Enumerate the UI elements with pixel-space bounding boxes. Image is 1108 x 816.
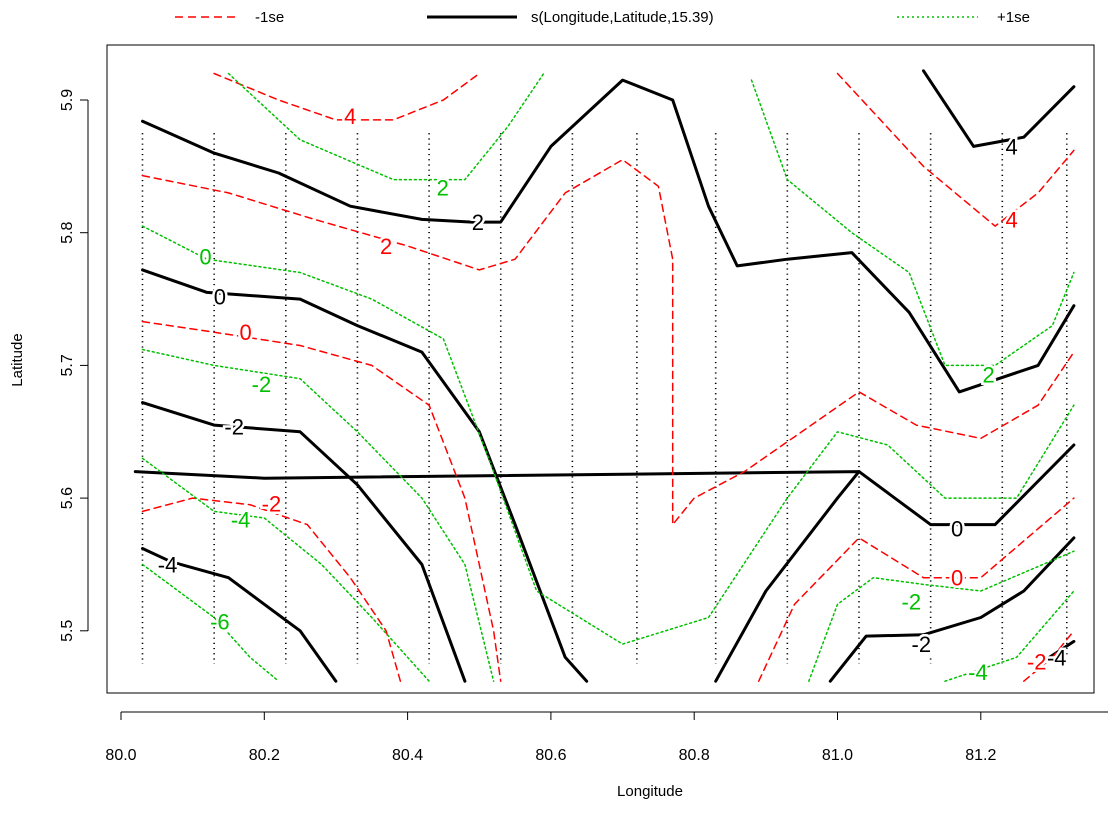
- y-tick-label: 5.8: [59, 221, 76, 243]
- y-tick-label: 5.5: [59, 620, 76, 642]
- contour-level-label: 0: [199, 245, 211, 270]
- contour-level-label: -2: [912, 632, 932, 657]
- y-tick-label: 5.6: [59, 487, 76, 509]
- x-tick-label: 81.0: [822, 747, 853, 764]
- y-tick-label: 5.9: [59, 89, 76, 111]
- contour-level-label: 2: [472, 210, 484, 235]
- contour-line: [133, 443, 1076, 527]
- contour-line: [714, 470, 861, 683]
- contour-line: [213, 72, 481, 121]
- legend: -1se s(Longitude,Latitude,15.39) +1se: [175, 9, 1030, 26]
- contour-level-label: 4: [1005, 134, 1017, 159]
- contour-level-label: -4: [1047, 645, 1067, 670]
- legend-label-plus-se: +1se: [997, 9, 1030, 26]
- contour-line: [141, 401, 467, 683]
- y-axis-title: Latitude: [9, 333, 26, 386]
- x-tick-label: 81.2: [965, 747, 996, 764]
- contour-line: [141, 563, 280, 682]
- x-axis-title: Longitude: [617, 783, 683, 800]
- contour-line: [141, 78, 1076, 394]
- contour-level-label: -4: [968, 660, 988, 685]
- contour-level-label: -2: [912, 632, 932, 657]
- contour-line: [141, 348, 495, 682]
- x-tick-label: 80.4: [392, 747, 423, 764]
- contour-line: [750, 79, 1075, 367]
- contour-level-label: -2: [252, 372, 272, 397]
- observation-points: [141, 133, 1068, 664]
- contour-level-label: 2: [437, 176, 449, 201]
- contour-line: [808, 550, 1075, 682]
- contour-level-label: -6: [210, 610, 230, 635]
- contour-level-label: 4: [344, 104, 356, 129]
- x-tick-label: 80.0: [105, 747, 136, 764]
- contour-level-label: 2: [380, 234, 392, 259]
- contour-level-label: 0: [214, 284, 226, 309]
- contour-line: [141, 457, 430, 682]
- x-tick-label: 80.8: [679, 747, 710, 764]
- contour-line: [141, 268, 589, 683]
- x-tick-label: 80.6: [535, 747, 566, 764]
- legend-label-fit: s(Longitude,Latitude,15.39): [531, 9, 714, 26]
- contour-line: [757, 497, 1075, 682]
- contour-line: [944, 590, 1075, 682]
- contour-level-label: 0: [951, 566, 963, 591]
- y-axis: 5.5 5.6 5.7 5.8 5.9: [59, 89, 89, 642]
- contour-line: [141, 547, 338, 683]
- contour-level-label: -2: [902, 590, 922, 615]
- contour-line: [227, 72, 545, 181]
- contour-line: [836, 72, 1075, 227]
- contour-line: [141, 497, 402, 682]
- contour-line: [828, 536, 1076, 683]
- contour-level-label: 4: [1005, 207, 1017, 232]
- contour-level-label: -2: [262, 491, 282, 516]
- plot-frame: [106, 44, 1095, 694]
- x-axis: 80.0 80.2 80.4 80.6 80.8 81.0 81.2: [105, 711, 1108, 764]
- y-tick-label: 5.7: [59, 354, 76, 376]
- contour-level-label: 0: [951, 517, 963, 542]
- legend-label-minus-se: -1se: [255, 9, 284, 26]
- contour-level-label: 0: [240, 320, 252, 345]
- contour-level-label: -2: [224, 414, 244, 439]
- contour-level-label: -4: [158, 552, 178, 577]
- contour-line: [141, 320, 502, 682]
- contour-line: [1023, 630, 1075, 682]
- contour-line: [922, 69, 1076, 148]
- contour-line: [141, 158, 1075, 526]
- contour-level-label: -2: [1027, 649, 1047, 674]
- contour-level-label: 2: [983, 363, 995, 388]
- contour-level-label: -4: [231, 507, 251, 532]
- contour-line: [1043, 639, 1076, 662]
- contour-line: [141, 225, 1075, 645]
- x-tick-label: 80.2: [249, 747, 280, 764]
